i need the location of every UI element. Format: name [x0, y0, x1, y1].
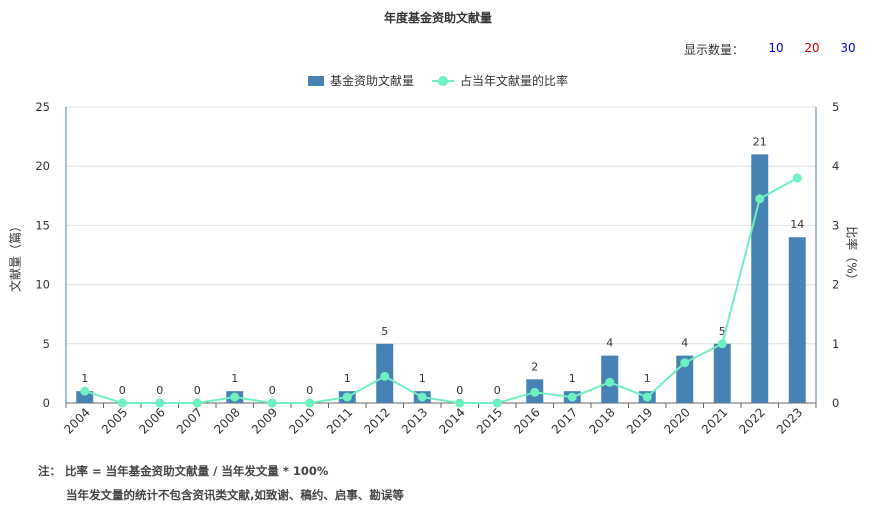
y2-tick-label: 3: [832, 218, 839, 232]
bar-data-label: 5: [381, 325, 388, 338]
note-ratio-formula: 注： 比率 = 当年基金资助文献量 / 当年发文量 * 100%: [38, 464, 329, 478]
ratio-point: [605, 377, 615, 387]
count-option-10[interactable]: 10: [768, 41, 784, 55]
legend-bar-label: 基金资助文献量: [329, 74, 414, 88]
y2-tick-label: 5: [832, 100, 839, 114]
legend-line-swatch: [432, 75, 454, 86]
y2-tick-label: 2: [832, 278, 839, 292]
bar-data-label: 0: [194, 384, 201, 397]
y2-tick-label: 4: [832, 159, 839, 173]
bar: [788, 237, 806, 403]
y-tick-label: 15: [35, 218, 50, 232]
bar-data-label: 0: [494, 384, 501, 397]
x-tick-label: 2019: [624, 405, 655, 436]
x-tick-label: 2020: [661, 405, 692, 436]
y-tick-label: 10: [35, 278, 50, 292]
x-tick-label: 2012: [361, 405, 392, 436]
bar-data-label: 0: [269, 384, 276, 397]
y-tick-label: 20: [35, 159, 50, 173]
bar-data-label: 2: [531, 360, 538, 373]
bar-data-label: 1: [231, 372, 238, 385]
bar-data-label: 1: [419, 372, 426, 385]
bar: [76, 391, 94, 403]
bar-data-label: 4: [681, 337, 688, 350]
x-tick-label: 2005: [99, 405, 130, 436]
note-count-scope: 当年发文量的统计不包含资讯类文献,如致谢、稿约、启事、勘误等: [66, 488, 404, 502]
ratio-point: [117, 398, 127, 408]
ratio-point: [642, 392, 652, 402]
bar-data-label: 14: [790, 218, 804, 231]
x-tick-label: 2010: [286, 405, 317, 436]
bar-data-label: 1: [81, 372, 88, 385]
bar-data-label: 0: [156, 384, 163, 397]
ratio-point: [792, 173, 802, 183]
x-tick-label: 2016: [511, 405, 542, 436]
ratio-point: [567, 392, 577, 402]
ratio-point: [267, 398, 277, 408]
x-tick-label: 2022: [736, 405, 767, 436]
ratio-point: [155, 398, 165, 408]
legend-bar-swatch: [307, 75, 324, 86]
bar-data-label: 4: [606, 337, 613, 350]
ratio-point: [455, 398, 465, 408]
bar-data-label: 21: [753, 135, 767, 148]
y-tick-label: 0: [43, 396, 50, 410]
x-tick-label: 2004: [61, 405, 92, 436]
ratio-point: [417, 392, 427, 402]
x-tick-label: 2013: [399, 405, 430, 436]
y-tick-label: 5: [43, 337, 50, 351]
ratio-point: [305, 398, 315, 408]
ratio-point: [192, 398, 202, 408]
display-count-label: 显示数量：: [683, 43, 744, 57]
bar-data-label: 0: [306, 384, 313, 397]
legend-line-label: 占当年文献量的比率: [460, 74, 569, 88]
bar: [751, 154, 769, 403]
ratio-point: [680, 358, 690, 368]
x-tick-label: 2014: [436, 405, 467, 436]
bar-data-label: 1: [344, 372, 351, 385]
chart-title: 年度基金资助文献量: [383, 11, 492, 25]
ratio-point: [755, 194, 765, 204]
x-tick-label: 2006: [136, 405, 167, 436]
count-option-20[interactable]: 20: [804, 41, 820, 55]
ratio-line: [84, 177, 798, 404]
x-tick-label: 2007: [174, 405, 205, 436]
ratio-point: [530, 387, 540, 397]
bar-data-label: 1: [644, 372, 651, 385]
chart-legend: 基金资助文献量 占当年文献量的比率: [0, 72, 876, 89]
legend-item-line[interactable]: 占当年文献量的比率: [432, 72, 568, 89]
legend-item-bar[interactable]: 基金资助文献量: [307, 72, 414, 89]
ratio-point: [492, 398, 502, 408]
bar: [713, 343, 731, 403]
x-tick-label: 2017: [549, 405, 580, 436]
bar-data-label: 5: [719, 325, 726, 338]
ratio-point: [342, 392, 352, 402]
ratio-point: [380, 371, 390, 381]
bar-data-label: 0: [119, 384, 126, 397]
x-tick-label: 2021: [699, 405, 730, 436]
x-tick-label: 2008: [211, 405, 242, 436]
bar-data-label: 1: [569, 372, 576, 385]
x-tick-label: 2023: [774, 405, 805, 436]
x-tick-label: 2009: [249, 405, 280, 436]
ratio-point: [230, 392, 240, 402]
x-tick-label: 2011: [324, 405, 355, 436]
display-count-control: 显示数量： 10 20 30: [684, 41, 866, 58]
ratio-point: [717, 339, 727, 349]
x-tick-label: 2015: [474, 405, 505, 436]
bar-data-label: 0: [456, 384, 463, 397]
y-tick-label: 25: [35, 100, 50, 114]
y2-tick-label: 1: [832, 337, 839, 351]
ratio-point: [80, 386, 90, 396]
y2-tick-label: 0: [832, 396, 839, 410]
count-option-30[interactable]: 30: [840, 41, 856, 55]
x-tick-label: 2018: [586, 405, 617, 436]
